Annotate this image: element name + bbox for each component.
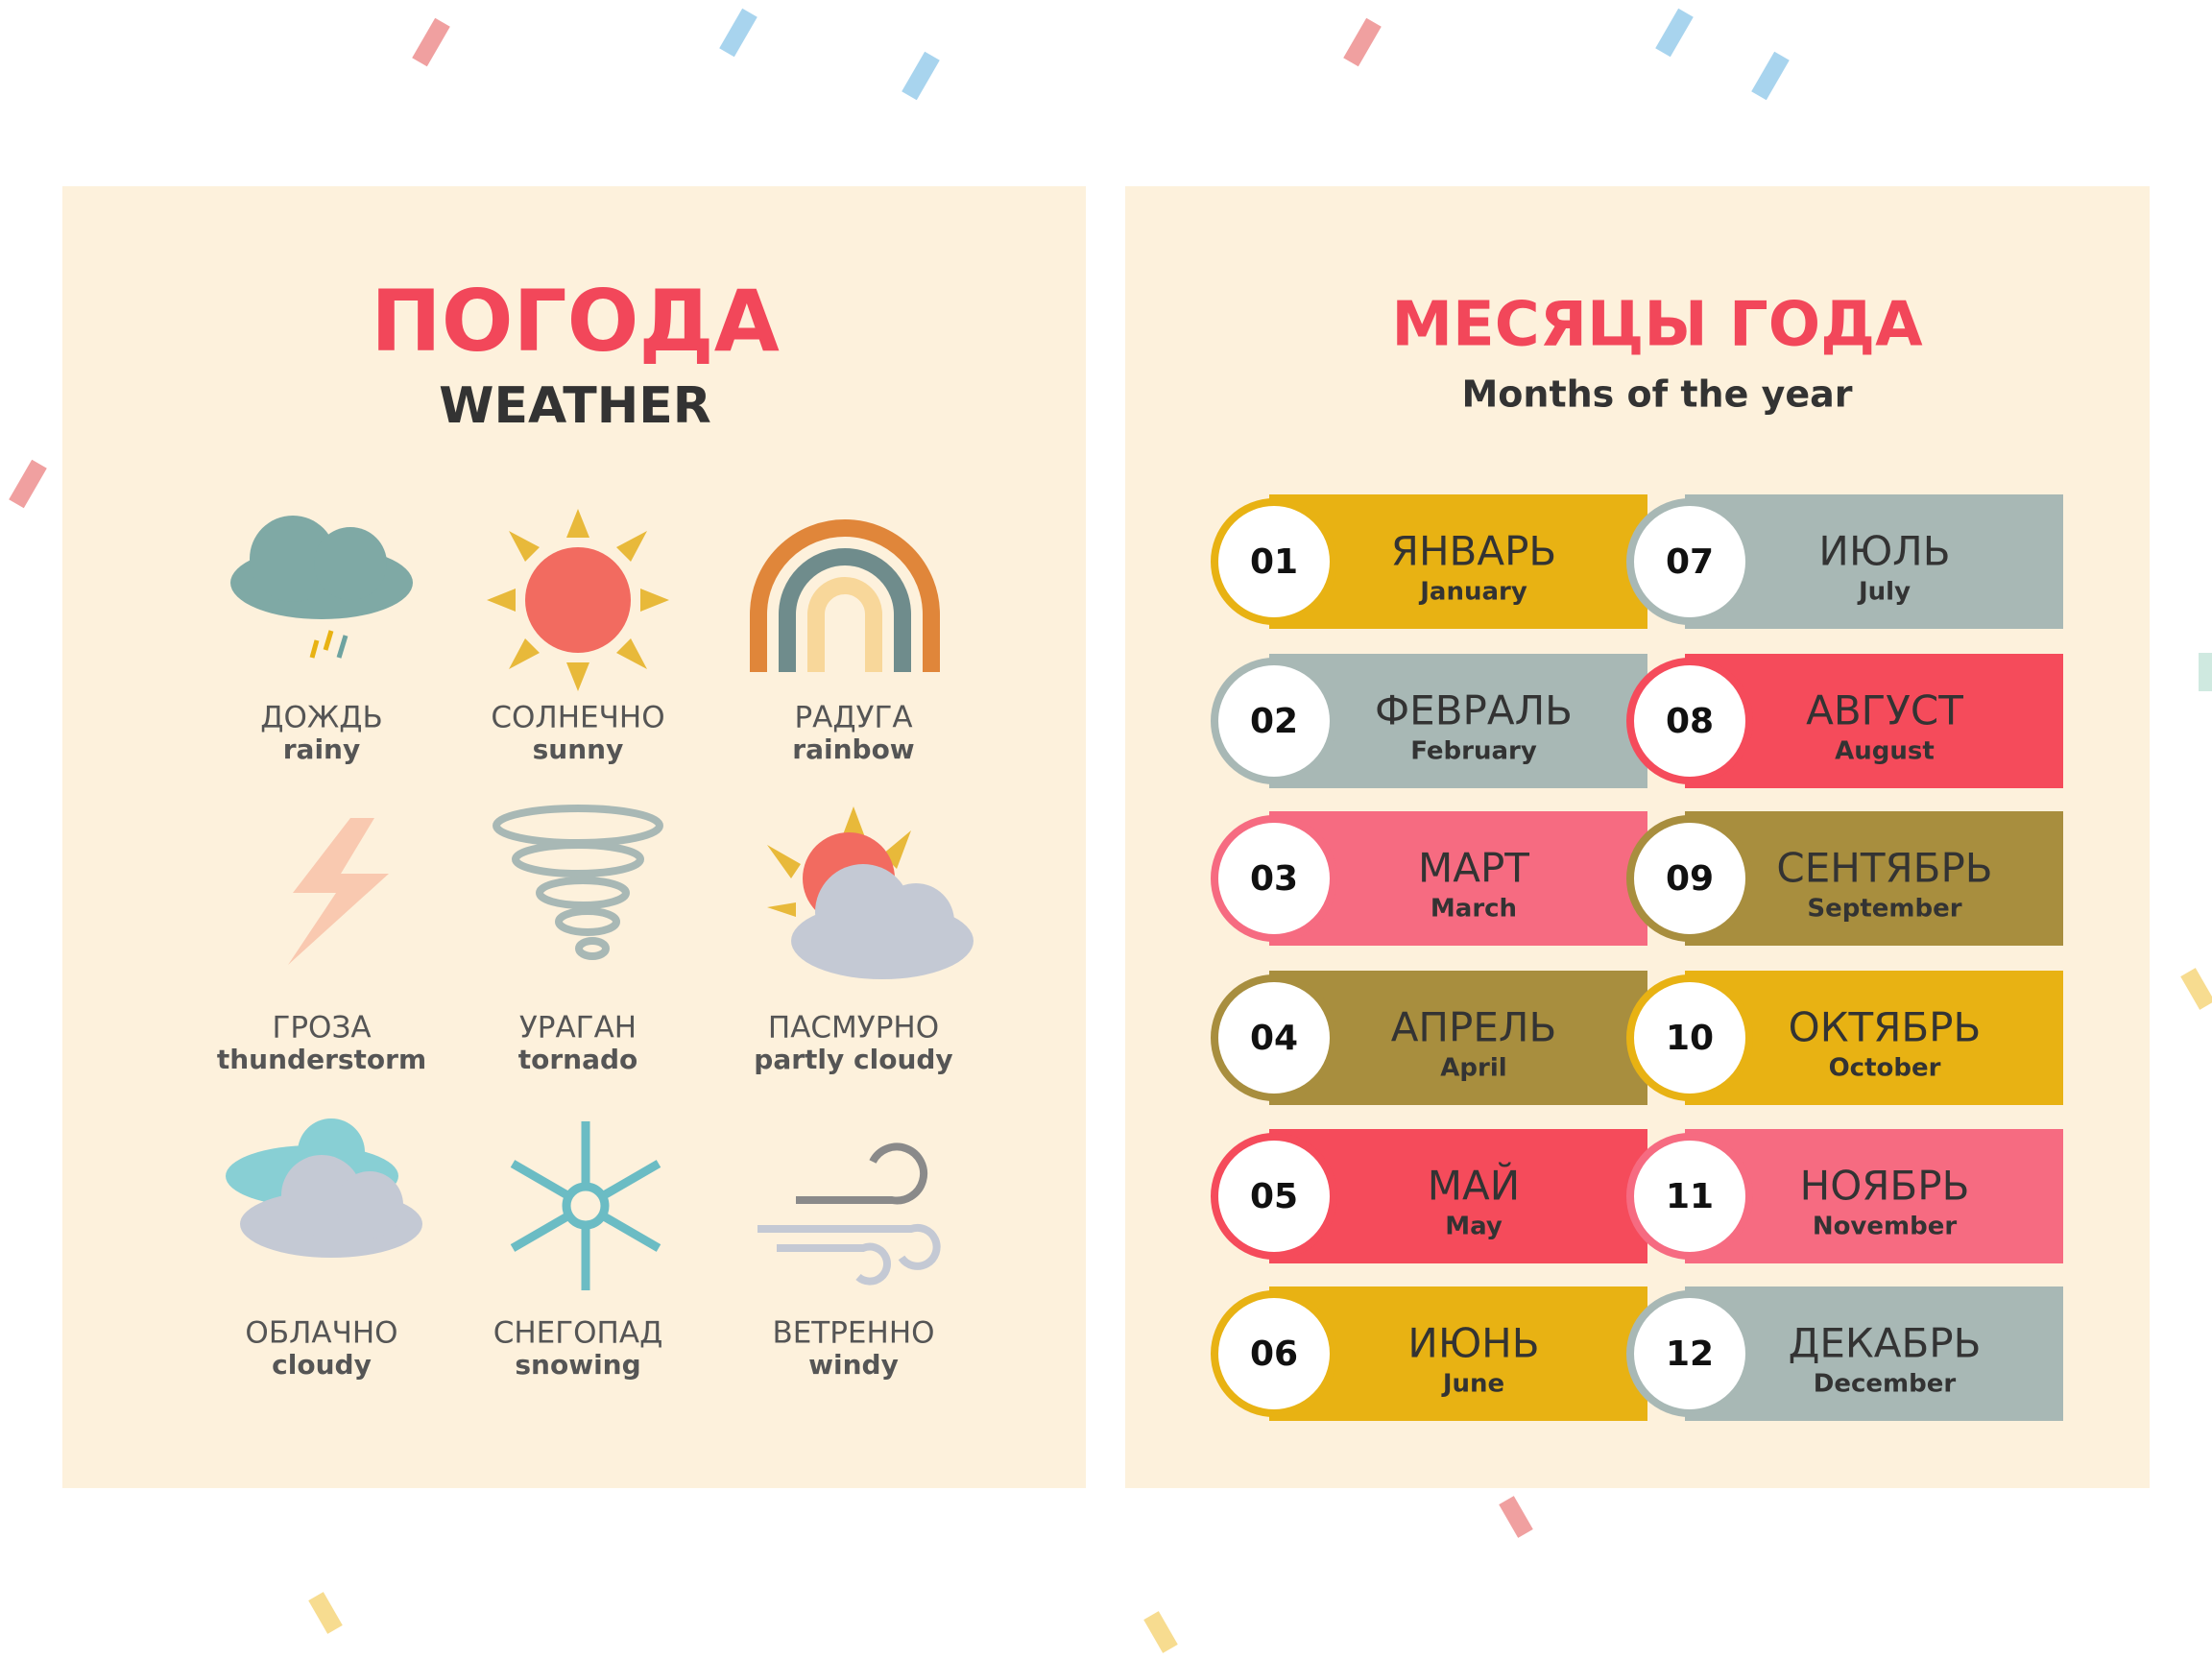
month-row: 09 СЕНТЯБРЬ September bbox=[1626, 811, 2063, 946]
month-number: 12 bbox=[1666, 1334, 1714, 1374]
month-en: August bbox=[1835, 737, 1935, 766]
month-number: 06 bbox=[1250, 1334, 1298, 1374]
month-ru: ФЕВРАЛЬ bbox=[1375, 687, 1573, 734]
weather-ru: ГРОЗА bbox=[272, 1011, 371, 1046]
weather-en: cloudy bbox=[272, 1349, 372, 1381]
month-number: 08 bbox=[1666, 702, 1714, 741]
month-ru: ИЮЛЬ bbox=[1818, 528, 1950, 575]
weather-title: ПОГОДА bbox=[371, 272, 780, 371]
icon-partly-cloudy bbox=[767, 806, 974, 979]
weather-icons bbox=[226, 509, 974, 1290]
month-badge bbox=[1211, 974, 1337, 1101]
weather-ru: ВЕТРЕННО bbox=[772, 1316, 934, 1351]
month-ru: АВГУСТ bbox=[1806, 687, 1963, 734]
icon-rain bbox=[230, 516, 413, 659]
month-row: 03 МАРТ March bbox=[1211, 811, 1647, 946]
month-ru: ОКТЯБРЬ bbox=[1789, 1004, 1982, 1051]
month-en: January bbox=[1418, 578, 1527, 607]
weather-en: windy bbox=[808, 1349, 899, 1381]
month-badge bbox=[1211, 815, 1337, 942]
weather-ru: ПАСМУРНО bbox=[768, 1011, 939, 1046]
month-ru: ДЕКАБРЬ bbox=[1789, 1320, 1982, 1367]
month-badge bbox=[1211, 498, 1337, 625]
weather-ru: СОЛНЕЧНО bbox=[491, 701, 664, 735]
icon-snow bbox=[510, 1121, 661, 1290]
month-badge bbox=[1626, 974, 1753, 1101]
month-en: September bbox=[1807, 895, 1961, 924]
month-badge bbox=[1626, 1290, 1753, 1417]
month-en: May bbox=[1445, 1213, 1503, 1241]
month-row: 01 ЯНВАРЬ January bbox=[1211, 494, 1647, 629]
weather-ru: РАДУГА bbox=[794, 701, 912, 735]
month-number: 05 bbox=[1250, 1177, 1298, 1216]
weather-en: sunny bbox=[533, 733, 624, 765]
month-ru: СЕНТЯБРЬ bbox=[1776, 845, 1992, 892]
month-number: 07 bbox=[1666, 542, 1714, 582]
month-row: 04 АПРЕЛЬ April bbox=[1211, 971, 1647, 1105]
icon-lightning bbox=[288, 818, 389, 965]
weather-ru: ДОЖДЬ bbox=[260, 701, 383, 735]
month-badge bbox=[1626, 815, 1753, 942]
weather-subtitle: WEATHER bbox=[439, 377, 711, 435]
month-number: 02 bbox=[1250, 702, 1298, 741]
month-badge bbox=[1211, 658, 1337, 784]
icon-sun bbox=[487, 509, 669, 691]
month-en: June bbox=[1441, 1370, 1504, 1399]
month-row: 06 ИЮНЬ June bbox=[1211, 1286, 1647, 1421]
weather-ru: УРАГАН bbox=[519, 1011, 637, 1046]
month-rows: 01 ЯНВАРЬ January 02 ФЕВРАЛЬ February 03 МАРТ Ma… bbox=[1211, 494, 2063, 1421]
month-ru: НОЯБРЬ bbox=[1800, 1163, 1970, 1210]
month-row: 11 НОЯБРЬ November bbox=[1626, 1129, 2063, 1263]
weather-en: tornado bbox=[518, 1044, 638, 1075]
month-badge bbox=[1211, 1290, 1337, 1417]
month-en: April bbox=[1440, 1054, 1506, 1083]
icon-tornado bbox=[493, 805, 663, 960]
month-en: February bbox=[1410, 737, 1537, 766]
weather-panel bbox=[62, 186, 1086, 1488]
month-number: 03 bbox=[1250, 859, 1298, 899]
month-badge bbox=[1626, 658, 1753, 784]
weather-ru: ОБЛАЧНО bbox=[245, 1316, 397, 1351]
month-ru: АПРЕЛЬ bbox=[1391, 1004, 1557, 1051]
weather-ru: СНЕГОПАД bbox=[493, 1316, 663, 1351]
confetti bbox=[9, 8, 2212, 1653]
icon-rainbow bbox=[750, 519, 940, 672]
weather-en: partly cloudy bbox=[754, 1044, 952, 1075]
months-title: МЕСЯЦЫ ГОДА bbox=[1391, 290, 1923, 361]
weather-en: thunderstorm bbox=[217, 1044, 426, 1075]
month-badge bbox=[1626, 498, 1753, 625]
month-row: 02 ФЕВРАЛЬ February bbox=[1211, 654, 1647, 788]
month-number: 11 bbox=[1666, 1177, 1714, 1216]
month-row: 08 АВГУСТ August bbox=[1626, 654, 2063, 788]
month-number: 04 bbox=[1250, 1019, 1298, 1058]
month-ru: ИЮНЬ bbox=[1407, 1320, 1539, 1367]
weather-en: snowing bbox=[515, 1349, 640, 1381]
month-en: October bbox=[1829, 1054, 1941, 1083]
month-ru: МАЙ bbox=[1428, 1162, 1520, 1210]
month-en: July bbox=[1857, 578, 1911, 607]
months-subtitle: Months of the year bbox=[1461, 373, 1852, 416]
icon-wind bbox=[757, 1142, 941, 1286]
month-row: 05 МАЙ May bbox=[1211, 1129, 1647, 1263]
month-row: 12 ДЕКАБРЬ December bbox=[1626, 1286, 2063, 1421]
month-number: 01 bbox=[1250, 542, 1298, 582]
month-badge bbox=[1626, 1133, 1753, 1260]
month-row: 07 ИЮЛЬ July bbox=[1626, 494, 2063, 629]
month-en: March bbox=[1431, 895, 1517, 924]
icon-cloudy bbox=[226, 1118, 422, 1258]
month-en: December bbox=[1814, 1370, 1957, 1399]
month-badge bbox=[1211, 1133, 1337, 1260]
month-ru: ЯНВАРЬ bbox=[1391, 528, 1556, 575]
month-number: 10 bbox=[1666, 1019, 1714, 1058]
month-en: November bbox=[1813, 1213, 1958, 1241]
month-ru: МАРТ bbox=[1418, 845, 1529, 892]
weather-en: rainbow bbox=[792, 733, 914, 765]
weather-en: rainy bbox=[283, 733, 361, 765]
month-row: 10 ОКТЯБРЬ October bbox=[1626, 971, 2063, 1105]
month-number: 09 bbox=[1666, 859, 1714, 899]
